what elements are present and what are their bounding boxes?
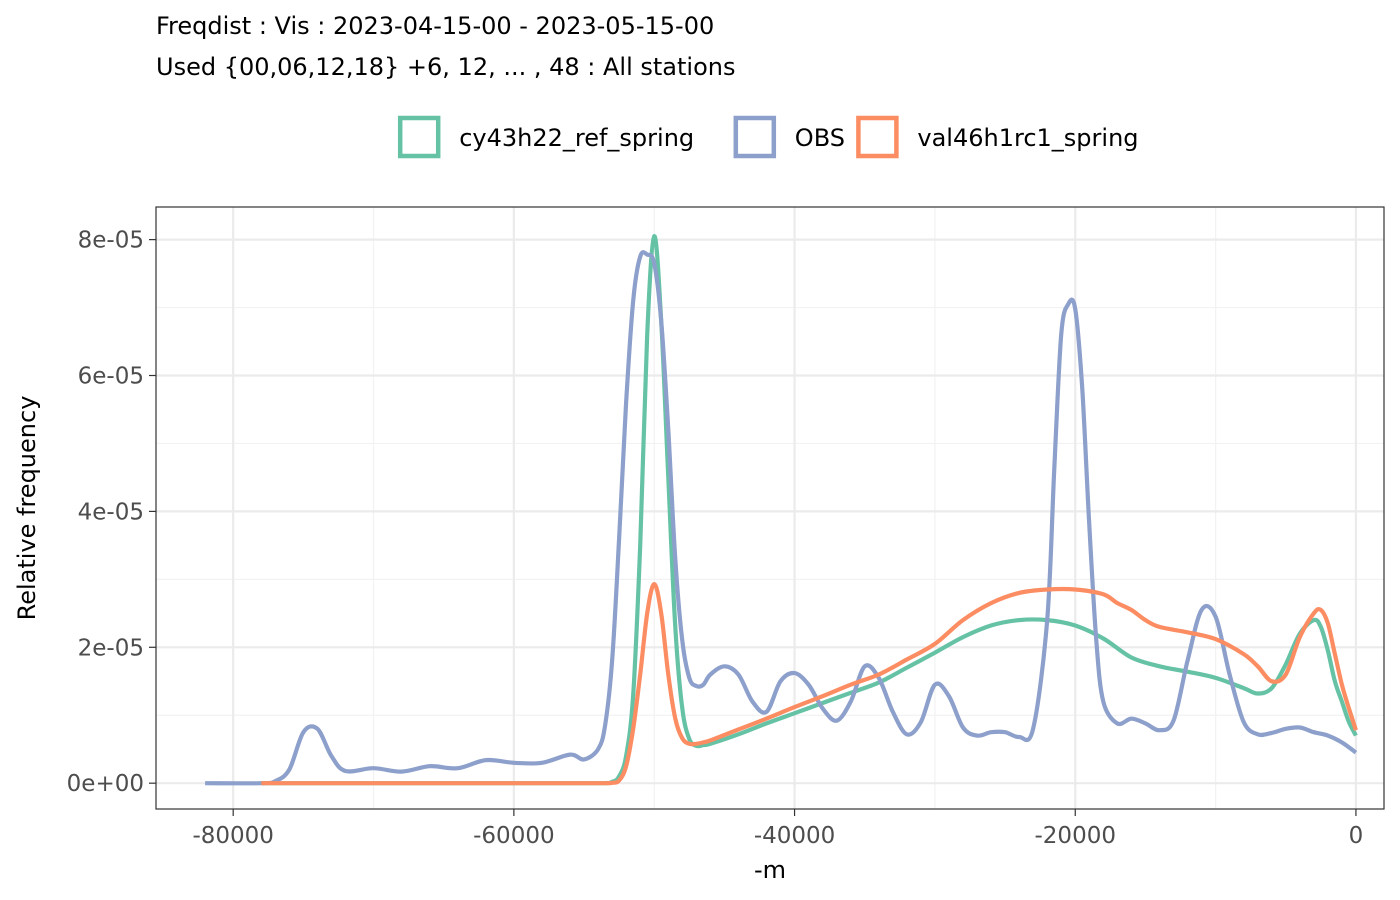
plot-panel-border [155, 206, 1385, 810]
x-tick-label: 0 [1349, 823, 1364, 849]
legend-key-obs [733, 115, 777, 159]
y-tick-label: 4e-05 [78, 499, 144, 525]
x-tick-label: -40000 [754, 823, 835, 849]
chart-title: Freqdist : Vis : 2023-04-15-00 - 2023-05… [156, 12, 714, 40]
legend-key-cy43h22-ref-spring [397, 115, 441, 159]
x-axis-label: -m [754, 856, 786, 884]
series-line-obs [205, 250, 1358, 786]
legend-label-obs: OBS [795, 124, 845, 152]
series-lines [205, 234, 1358, 786]
x-tick-label: -80000 [192, 823, 273, 849]
x-tick-label: -20000 [1035, 823, 1116, 849]
chart-subtitle: Used {00,06,12,18} +6, 12, ... , 48 : Al… [156, 53, 735, 81]
y-tick-label: 8e-05 [78, 228, 144, 254]
legend-label-val46h1rc1-spring: val46h1rc1_spring [917, 124, 1138, 152]
legend: cy43h22_ref_spring OBS val46h1rc1_spring [397, 115, 1139, 159]
y-axis-label: Relative frequency [13, 396, 41, 621]
x-tick-label: -60000 [473, 823, 554, 849]
series-line-val46h1rc1-spring [261, 582, 1358, 786]
y-tick-label: 2e-05 [78, 635, 144, 661]
legend-label-cy43h22-ref-spring: cy43h22_ref_spring [459, 124, 694, 152]
axes: -80000 -60000 -40000 -20000 0 0e+00 2e-05 4e-05… [67, 228, 1364, 849]
y-tick-label: 6e-05 [78, 364, 144, 390]
y-tick-label: 0e+00 [67, 771, 144, 797]
legend-key-val46h1rc1-spring [856, 115, 899, 159]
